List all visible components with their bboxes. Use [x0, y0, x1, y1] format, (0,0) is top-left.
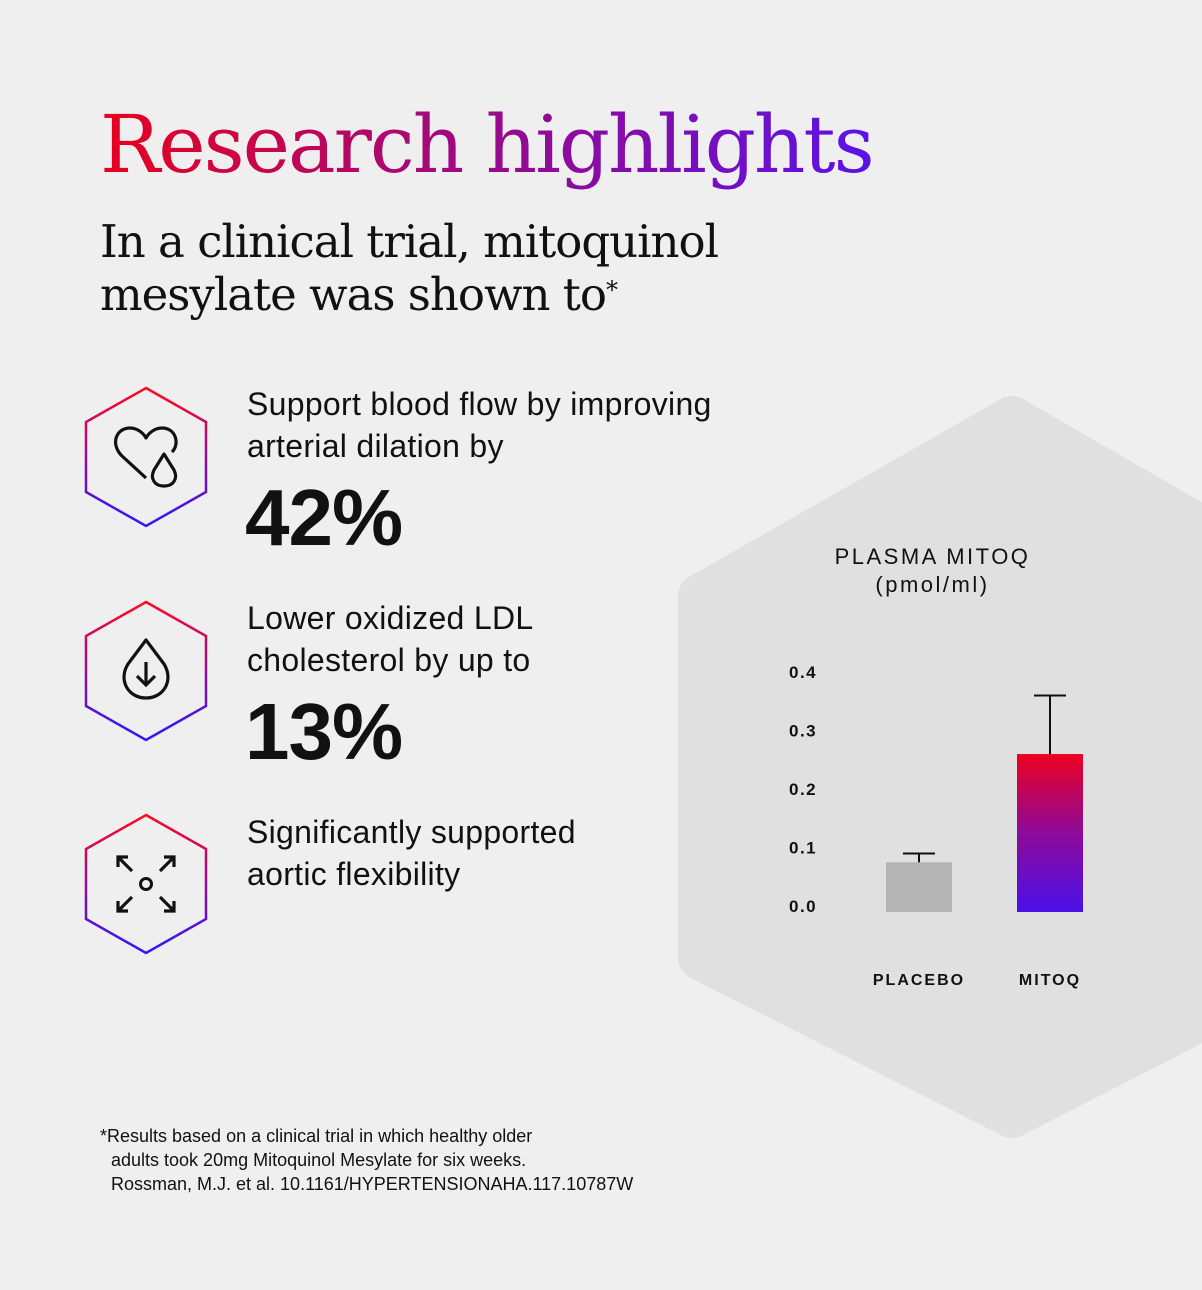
heart-drop-icon — [84, 386, 208, 528]
bar-mitoq — [1017, 754, 1083, 912]
expand-arrows-icon — [84, 813, 208, 955]
drop-down-arrow-icon — [84, 600, 208, 742]
footnote: *Results based on a clinical trial in wh… — [100, 1124, 633, 1196]
footnote-line: *Results based on a clinical trial in wh… — [100, 1126, 533, 1146]
y-tick-label: 0.4 — [789, 663, 817, 682]
claim-3-text: Significantly supported aortic flexibilit… — [247, 811, 807, 895]
claim-line: aortic flexibility — [247, 856, 461, 892]
claim-line: Lower oxidized LDL — [247, 600, 534, 636]
y-tick-label: 0.3 — [789, 722, 817, 741]
claim-2-stat: 13% — [245, 687, 403, 776]
y-tick-label: 0.1 — [789, 839, 817, 858]
x-category-label: MITOQ — [1019, 972, 1081, 989]
claim-2-text: Lower oxidized LDL cholesterol by up to — [247, 597, 807, 681]
chart-title: PLASMA MITOQ (pmol/ml) — [780, 543, 1085, 599]
bar-placebo — [886, 862, 952, 912]
claim-1-text: Support blood flow by improving arterial … — [247, 383, 807, 467]
claim-line: arterial dilation by — [247, 428, 504, 464]
footnote-line: adults took 20mg Mitoquinol Mesylate for… — [111, 1150, 527, 1170]
y-tick-label: 0.0 — [789, 897, 817, 916]
claim-line: cholesterol by up to — [247, 642, 531, 678]
x-category-label: PLACEBO — [873, 972, 965, 989]
claim-line: Support blood flow by improving — [247, 386, 712, 422]
page-subtitle: In a clinical trial, mitoquinol mesylate… — [100, 215, 800, 321]
claim-line: Significantly supported — [247, 814, 576, 850]
chart-title-text: PLASMA MITOQ — [834, 544, 1031, 569]
subtitle-text: In a clinical trial, mitoquinol mesylate… — [100, 215, 719, 321]
footnote-mark: * — [605, 276, 618, 304]
footnote-line: Rossman, M.J. et al. 10.1161/HYPERTENSIO… — [111, 1174, 634, 1194]
page-title: Research highlights — [100, 98, 875, 191]
y-tick-label: 0.2 — [789, 780, 817, 799]
claim-1-stat: 42% — [245, 473, 403, 562]
chart-unit: (pmol/ml) — [875, 572, 990, 597]
